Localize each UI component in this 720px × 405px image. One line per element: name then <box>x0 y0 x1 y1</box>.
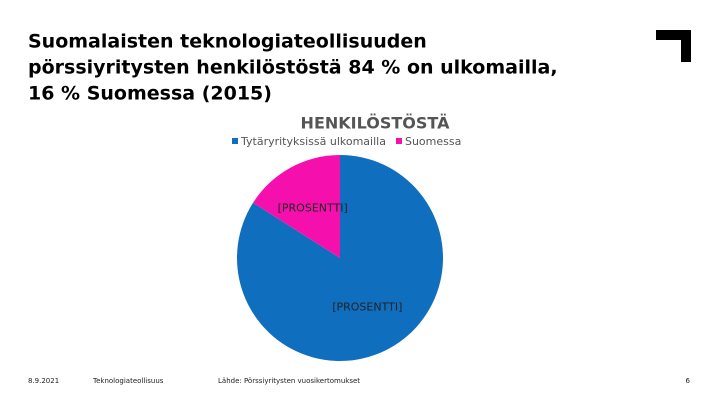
data-label: [PROSENTTI] <box>278 201 348 214</box>
pie-slice <box>236 155 444 361</box>
pie-slice <box>253 155 340 258</box>
slide-title: Suomalaisten teknologiateollisuuden <box>28 31 427 53</box>
legend-swatch <box>232 138 238 144</box>
footer-page: 6 <box>686 377 691 385</box>
footer-source: Lähde: Pörssiyritysten vuosikertomukset <box>218 377 360 385</box>
slide-title: 16 % Suomessa (2015) <box>28 83 272 105</box>
footer-date: 8.9.2021 <box>28 377 59 385</box>
slide-title: pörssiyritysten henkilöstöstä 84 % on ul… <box>28 57 558 79</box>
data-label: [PROSENTTI] <box>332 301 402 314</box>
footer-organization: Teknologiateollisuus <box>92 377 164 385</box>
legend-label: Suomessa <box>405 135 461 148</box>
chart-subtitle: HENKILÖSTÖSTÄ <box>301 114 451 133</box>
logo <box>656 30 691 62</box>
legend-swatch <box>395 138 402 144</box>
legend-label: Tytäryrityksissä ulkomailla <box>240 135 386 148</box>
